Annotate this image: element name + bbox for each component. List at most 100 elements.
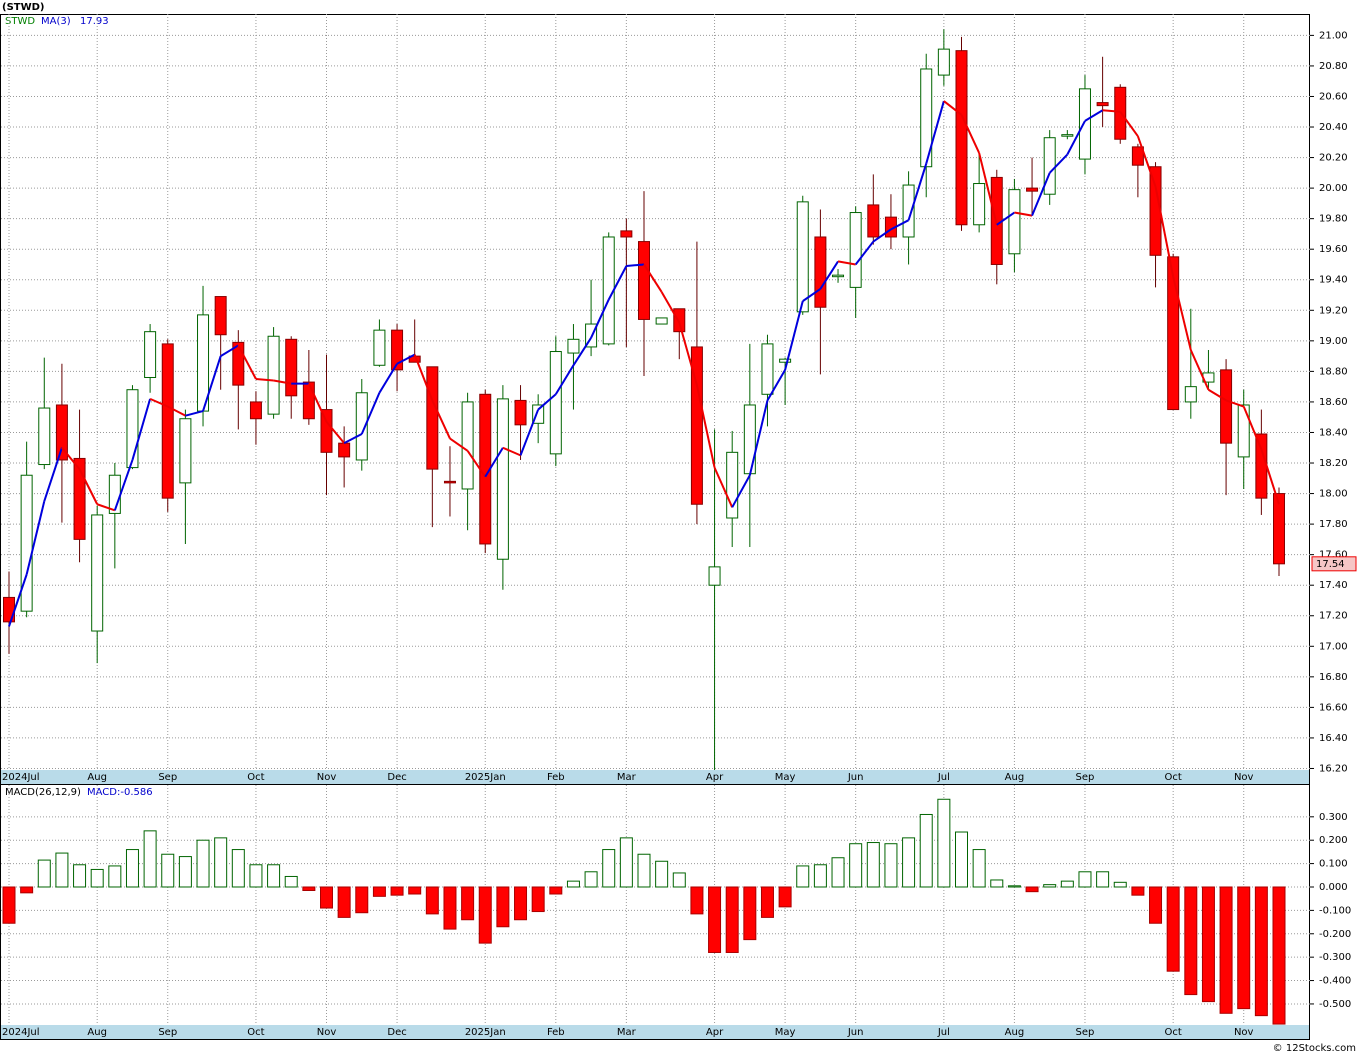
macd-bar [161,853,175,888]
ma-segment [1154,186,1175,277]
candle-body [1273,493,1285,565]
candle-body [849,212,862,288]
candle-body [214,296,227,336]
x-tick-label: Nov [317,772,337,783]
candle-body [1237,404,1250,458]
macd-bar [708,886,722,953]
y-tick-label: -0.200 [1319,929,1351,940]
candle-body [1131,146,1144,166]
ma-segment [1031,172,1051,216]
macd-bar [55,852,69,888]
macd-bar [725,886,739,953]
ma-segment [713,467,734,508]
ma-segment [113,459,134,511]
macd-bar [461,886,475,921]
ma-segment [78,468,99,505]
candle-body [249,401,262,420]
ma-segment [890,219,910,231]
candle-body [779,358,792,363]
candle-body [902,184,915,238]
x-tick-label: Aug [87,1027,107,1038]
macd-bar [813,864,827,888]
macd-bar [990,879,1004,888]
ma-segment [131,398,152,461]
ma-segment [360,392,381,435]
macd-bar [1149,886,1163,924]
macd-bar [1166,886,1180,972]
ma-segment [484,447,504,478]
macd-bar [849,843,863,888]
ma-segment [907,163,928,221]
date-band [1,1025,1309,1039]
x-tick-label: 2024Jul [2,1027,40,1038]
candle-body [761,343,774,395]
macd-bar [619,837,633,888]
candle-body [373,329,386,366]
y-tick-label: 20.20 [1319,153,1348,164]
macd-bar [514,886,528,921]
y-tick-label: -0.400 [1319,976,1351,987]
candle-body [161,343,174,499]
macd-bar [955,831,968,888]
x-tick-label: Mar [617,1027,637,1038]
ma-segment [537,393,557,411]
macd-bar [443,886,457,930]
macd-bar [584,871,598,888]
x-tick-label: Apr [706,772,724,783]
y-tick-label: 0.300 [1319,812,1348,823]
candle-body [1255,433,1268,499]
macd-bar [1219,886,1233,1014]
macd-bar [672,872,686,888]
candle-body [38,407,51,466]
candle-body [514,399,527,426]
macd-bar [866,842,880,888]
candle-body [567,338,580,354]
y-tick-label: 0.100 [1319,859,1348,870]
ma-segment [960,114,981,154]
y-tick-label: 17.00 [1319,641,1348,652]
candle-body [1078,88,1091,160]
x-tick-label: 2025Jan [465,772,506,783]
ma-segment [1102,109,1121,113]
candle-body [1061,134,1074,137]
candle-body [955,50,968,226]
ma-segment [1048,153,1069,174]
candle-body [91,514,104,632]
macd-bar [390,886,404,896]
ma-segment [1242,406,1263,450]
ma-segment [1136,135,1157,187]
ma-segment [695,384,716,468]
y-tick-label: 21.00 [1319,30,1348,41]
last-price: 17.54 [1316,559,1345,570]
x-tick-label: May [775,1027,796,1038]
candle-body [55,404,68,461]
x-tick-label: Sep [158,772,177,783]
macd-value: MACD:-0.586 [87,787,153,798]
ma-segment [202,355,222,412]
ma-segment [943,100,963,116]
ma-segment [1119,111,1139,137]
candle-body [496,398,509,560]
macd-bar [108,865,122,888]
y-tick-label: 19.80 [1319,214,1348,225]
ma-segment [854,240,875,266]
macd-bar [760,886,774,918]
macd-bar [637,853,651,888]
x-tick-label: Sep [1076,1027,1095,1038]
ma-segment [572,337,592,366]
ma-segment [978,152,998,226]
x-tick-label: Dec [387,772,406,783]
y-tick-label: 18.20 [1319,458,1348,469]
candle-body [743,404,756,475]
macd-bar [937,798,951,888]
candle-body [126,389,139,469]
ma-segment [307,383,328,423]
ma-segment [837,260,856,266]
x-tick-label: Feb [547,772,565,783]
macd-bar [196,839,210,888]
macd-bar [214,837,228,888]
macd-bar [1254,886,1268,1017]
candle-body [1184,386,1197,403]
y-tick-label: -0.300 [1319,952,1351,963]
macd-bar [337,886,351,918]
